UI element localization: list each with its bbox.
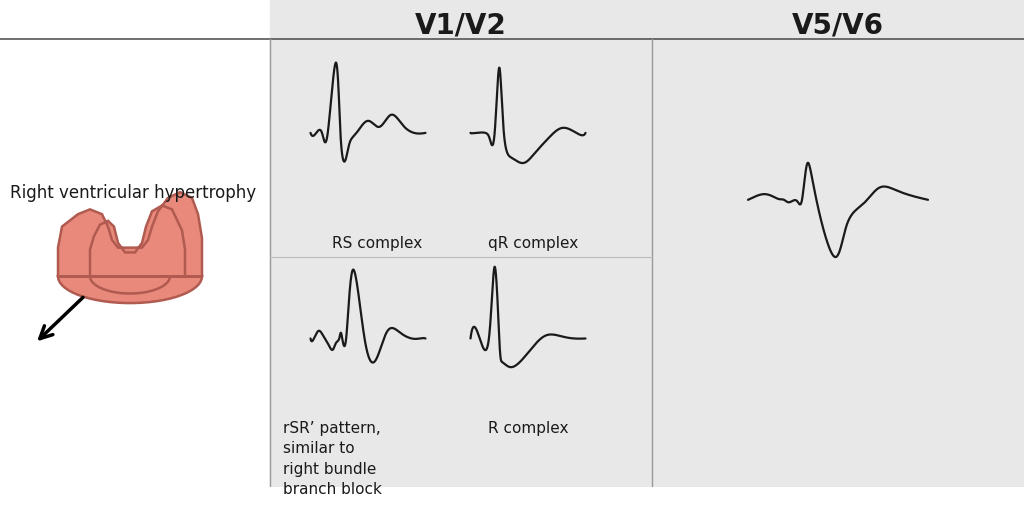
Text: R complex: R complex: [488, 420, 568, 435]
FancyArrowPatch shape: [40, 298, 83, 339]
Text: V1/V2: V1/V2: [415, 12, 507, 39]
Polygon shape: [58, 193, 202, 303]
Text: rSR’ pattern,
similar to
right bundle
branch block: rSR’ pattern, similar to right bundle br…: [283, 420, 382, 496]
Text: qR complex: qR complex: [488, 236, 579, 251]
Text: Right ventricular hypertrophy: Right ventricular hypertrophy: [10, 184, 256, 202]
Bar: [0, 0, 270, 487]
Text: V5/V6: V5/V6: [792, 12, 884, 39]
Text: RS complex: RS complex: [332, 236, 422, 251]
Bar: [270, 0, 652, 487]
Bar: [652, 0, 1024, 487]
